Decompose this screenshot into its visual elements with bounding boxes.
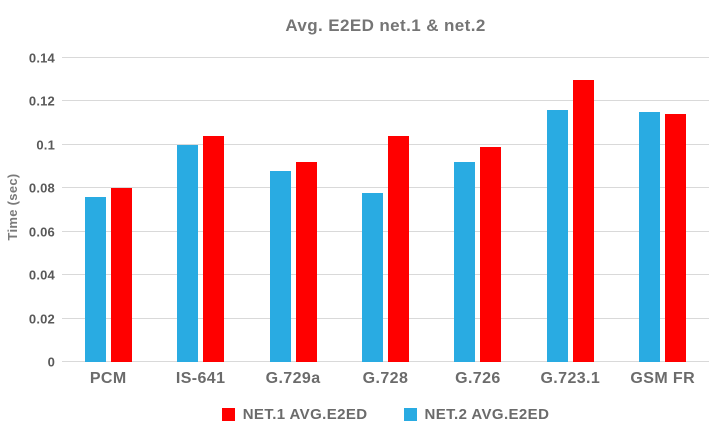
legend-item-net-2-avg-e2ed: NET.2 AVG.E2ED (403, 406, 550, 423)
y-tick-label-0.06: 0.06 (28, 224, 55, 240)
bar-group-g-726 (432, 58, 524, 362)
x-label-gsm-fr: GSM FR (630, 370, 696, 387)
chart-title: Avg. E2ED net.1 & net.2 (285, 16, 486, 35)
y-tick-label-0: 0 (47, 354, 55, 370)
gridline-0.02 (62, 317, 709, 319)
bar-net-2-avg-e2ed-gsm-fr (639, 112, 661, 362)
gridline-0.12 (62, 100, 709, 102)
y-tick-label-0.08: 0.08 (28, 180, 55, 196)
bar-group-pcm (62, 58, 154, 362)
bar-net-2-avg-e2ed-is-641 (177, 144, 199, 362)
gridline-0.04 (62, 274, 709, 276)
y-tick-label-0.12: 0.12 (28, 93, 55, 109)
y-tick-label-0.14: 0.14 (28, 50, 55, 66)
bar-group-g-723-1 (524, 58, 616, 362)
gridline-0.1 (62, 143, 709, 145)
bar-group-g-729a (247, 58, 339, 362)
y-axis-tick-labels: 0 0.02 0.04 0.06 0.08 0.1 0.12 0.14 (0, 51, 55, 370)
x-label-g-728: G.728 (362, 370, 409, 387)
bar-net-1-avg-e2ed-g-726 (480, 147, 502, 362)
legend-swatch-icon (403, 408, 417, 421)
legend-label: NET.2 AVG.E2ED (424, 406, 550, 423)
x-axis-labels: PCM IS-641 G.729a G.728 G.726 G.723.1 GSM FR (62, 370, 709, 388)
y-tick-label-0.02: 0.02 (28, 311, 55, 327)
bar-group-g-728 (339, 58, 431, 362)
x-label-is-641: IS-641 (175, 370, 226, 387)
y-tick-label-0.04: 0.04 (28, 267, 55, 283)
x-label-g-729a: G.729a (265, 370, 321, 387)
gridline-0.14 (62, 57, 709, 58)
gridline-0.06 (62, 230, 709, 232)
legend-swatch-icon (221, 408, 235, 421)
bar-net-1-avg-e2ed-g-729a (295, 162, 317, 362)
gridline-0 (62, 361, 709, 362)
bar-net-1-avg-e2ed-is-641 (203, 136, 225, 362)
legend-item-net-1-avg-e2ed: NET.1 AVG.E2ED (221, 406, 368, 423)
bar-net-1-avg-e2ed-g-728 (387, 136, 409, 362)
x-label-pcm: PCM (89, 370, 127, 387)
gridline-0.08 (62, 187, 709, 189)
bar-net-1-avg-e2ed-g-723-1 (572, 79, 594, 362)
bar-net-2-avg-e2ed-g-723-1 (546, 110, 568, 362)
legend: NET.1 AVG.E2ED NET.2 AVG.E2ED (62, 406, 709, 423)
bar-net-2-avg-e2ed-g-729a (269, 170, 291, 362)
plot-area (62, 57, 709, 362)
y-tick-label-0.1: 0.1 (36, 137, 55, 153)
x-label-g-726: G.726 (455, 370, 501, 387)
legend-label: NET.1 AVG.E2ED (242, 406, 368, 423)
bar-net-1-avg-e2ed-gsm-fr (665, 114, 687, 362)
bar-net-2-avg-e2ed-g-728 (361, 192, 383, 362)
bar-group-is-641 (154, 58, 246, 362)
x-label-g-723-1: G.723.1 (540, 370, 601, 387)
bar-net-2-avg-e2ed-pcm (84, 196, 106, 362)
bar-group-gsm-fr (617, 58, 709, 362)
bar-net-2-avg-e2ed-g-726 (454, 162, 476, 362)
bar-net-1-avg-e2ed-pcm (110, 188, 132, 362)
